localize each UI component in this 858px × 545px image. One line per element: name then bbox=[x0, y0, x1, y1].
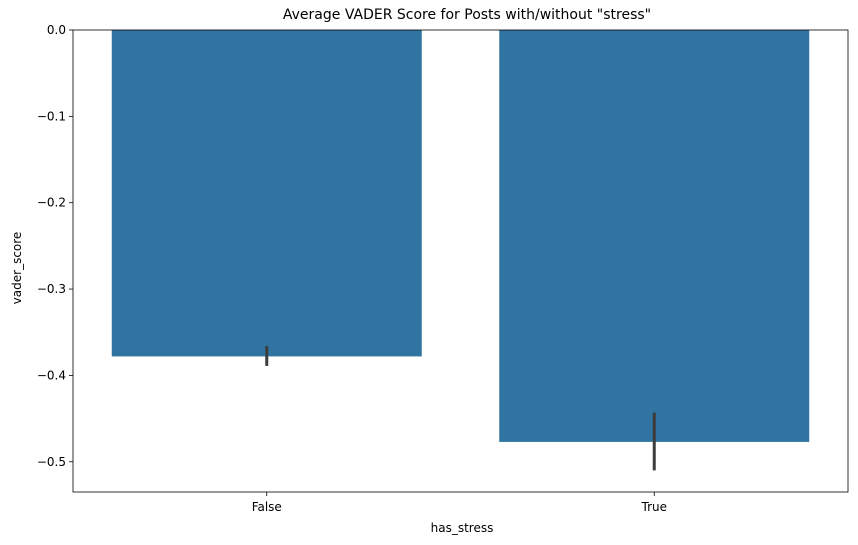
chart-title: Average VADER Score for Posts with/witho… bbox=[283, 7, 651, 23]
y-tick-label: −0.3 bbox=[37, 282, 66, 296]
x-axis-label: has_stress bbox=[431, 521, 494, 535]
x-axis: False True bbox=[252, 492, 667, 514]
bar-true bbox=[499, 30, 810, 442]
plot-frame bbox=[72, 29, 849, 493]
y-axis: 0.0 −0.1 −0.2 −0.3 −0.4 −0.5 bbox=[37, 23, 73, 469]
y-tick-label: −0.5 bbox=[37, 455, 66, 469]
x-tick-label: False bbox=[252, 500, 282, 514]
y-tick-label: −0.1 bbox=[37, 109, 66, 123]
y-tick-label: −0.4 bbox=[37, 368, 66, 382]
x-tick-label: True bbox=[641, 500, 668, 514]
bar-false bbox=[111, 30, 422, 357]
y-tick-label: −0.2 bbox=[37, 196, 66, 210]
y-tick-label: 0.0 bbox=[47, 23, 66, 37]
plot-area bbox=[72, 29, 849, 493]
y-axis-label: vader_score bbox=[10, 232, 24, 305]
